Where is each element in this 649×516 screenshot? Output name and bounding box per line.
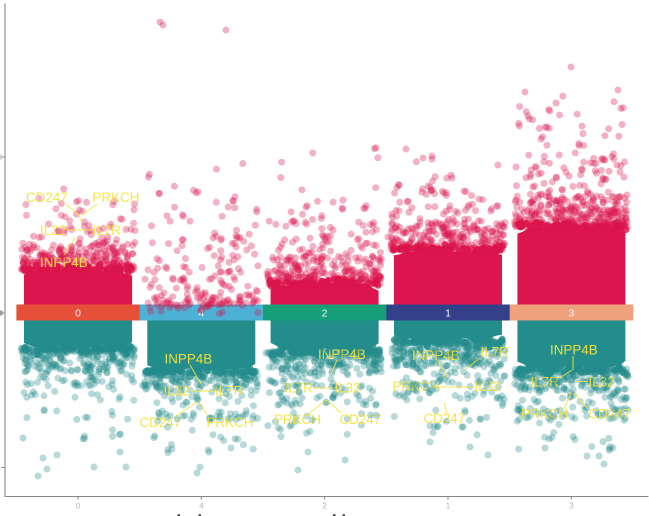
svg-text:4: 4 [199, 502, 204, 511]
svg-text:1: 1 [446, 502, 451, 511]
svg-text:0: 0 [75, 308, 81, 320]
svg-text:2: 2 [322, 308, 328, 320]
svg-text:INPP4B: INPP4B [550, 343, 598, 358]
svg-text:IL7R: IL7R [215, 384, 244, 399]
svg-text:IL7R: IL7R [93, 223, 122, 238]
svg-text:2: 2 [322, 502, 327, 511]
svg-text:IL32: IL32 [335, 381, 361, 396]
svg-text:1: 1 [445, 308, 451, 320]
svg-text:3: 3 [569, 502, 574, 511]
svg-text:INPP4B: INPP4B [165, 352, 213, 367]
svg-text:3: 3 [568, 308, 574, 320]
svg-text:4: 4 [198, 308, 204, 320]
svg-text:PRKCH: PRKCH [93, 190, 140, 205]
svg-text:0: 0 [76, 502, 81, 511]
svg-text:CD247: CD247 [26, 190, 68, 205]
